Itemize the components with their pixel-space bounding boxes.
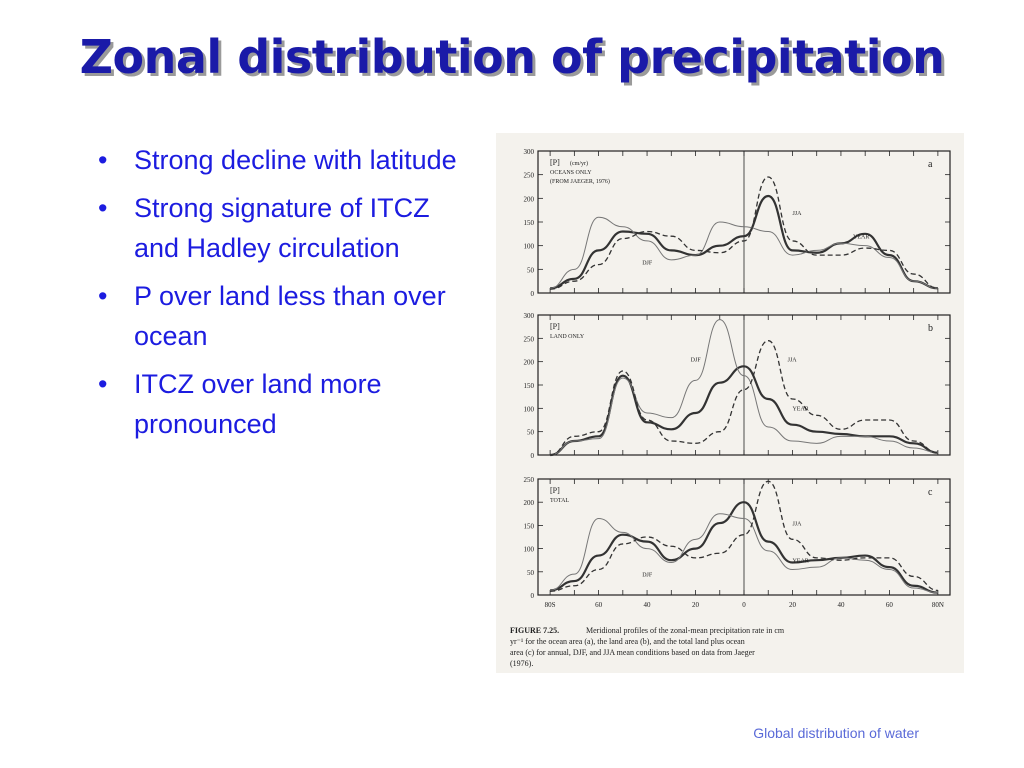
x-tick-label: 60 (595, 601, 603, 609)
bullet-list: • Strong decline with latitude • Strong si… (96, 140, 468, 452)
x-tick-label: 80N (932, 601, 944, 609)
caption-label: FIGURE 7.25. (510, 626, 559, 635)
panel-header-text: TOTAL (550, 498, 569, 504)
panel-header-text: LAND ONLY (550, 334, 585, 340)
panel-header-text: OCEANS ONLY (550, 170, 592, 176)
series-line-djf (550, 216, 938, 289)
series-line-jja (550, 340, 938, 456)
y-tick-label: 250 (524, 172, 535, 180)
y-tick-label: 150 (524, 382, 535, 390)
panel-letter: b (928, 323, 933, 334)
y-tick-label: 300 (524, 312, 535, 320)
series-line-djf (550, 513, 938, 594)
bullet-item: • Strong signature of ITCZ and Hadley cir… (96, 188, 468, 268)
series-label-jja: JJA (792, 521, 802, 527)
panel-letter: c (928, 487, 933, 498)
series-label-djf: DJF (642, 261, 653, 267)
panel-header-symbol: [P] (550, 486, 560, 495)
series-line-year (549, 365, 938, 457)
panel-header-text: (FROM JAEGER, 1976) (550, 178, 610, 185)
x-tick-label: 60 (886, 601, 894, 609)
y-tick-label: 150 (524, 219, 535, 227)
slide-title: Zonal distribution of precipitation (79, 30, 945, 84)
y-tick-label: 250 (524, 476, 535, 484)
y-tick-label: 300 (524, 148, 535, 156)
y-tick-label: 0 (531, 452, 535, 460)
y-tick-label: 100 (524, 243, 535, 251)
y-tick-label: 0 (531, 592, 535, 600)
series-label-djf: DJF (642, 572, 653, 578)
figure-scan: 0 50 100 150 200 250 300 [P] (cm/yr) OCEANS ONLY(… (496, 133, 964, 673)
bullet-dot-icon: • (98, 145, 108, 175)
y-tick-label: 200 (524, 499, 535, 507)
y-tick-label: 250 (524, 335, 535, 343)
panel-letter: a (928, 159, 933, 170)
panel-header-unit: (cm/yr) (570, 160, 588, 167)
x-tick-label: 20 (789, 601, 797, 609)
series-label-year: YEAR (792, 559, 808, 565)
series-line-djf (550, 319, 938, 456)
y-tick-label: 50 (527, 569, 535, 577)
x-tick-label: 40 (837, 601, 845, 609)
series-label-year: YEAR (792, 407, 808, 413)
bullet-dot-icon: • (98, 193, 108, 223)
panel-header-symbol: [P] (550, 322, 560, 331)
y-tick-label: 50 (527, 429, 535, 437)
bullet-item: • Strong decline with latitude (96, 140, 468, 180)
x-tick-label: 40 (644, 601, 652, 609)
caption-text-line: area (c) for annual, DJF, and JJA mean c… (510, 648, 755, 657)
series-label-jja: JJA (788, 358, 798, 364)
y-tick-label: 50 (527, 266, 535, 274)
series-line-year (550, 194, 938, 290)
series-label-djf: DJF (691, 358, 702, 364)
x-tick-label: 0 (742, 601, 746, 609)
y-tick-label: 200 (524, 359, 535, 367)
bullet-dot-icon: • (98, 369, 108, 399)
x-tick-label: 20 (692, 601, 700, 609)
y-tick-label: 100 (524, 405, 535, 413)
y-tick-label: 200 (524, 195, 535, 203)
y-tick-label: 0 (531, 290, 535, 298)
slide-footer: Global distribution of water (753, 725, 919, 741)
bullet-item: • ITCZ over land more pronounced (96, 364, 468, 444)
caption-text-line: yr⁻¹ for the ocean area (a), the land ar… (510, 637, 745, 646)
bullet-item: • P over land less than over ocean (96, 276, 468, 356)
panel-header-symbol: [P] (550, 158, 560, 167)
caption-text-line: Meridional profiles of the zonal-mean pr… (586, 626, 785, 635)
series-line-jja (550, 480, 938, 592)
bullet-text: Strong decline with latitude (134, 145, 457, 175)
bullet-text: P over land less than over ocean (134, 281, 446, 351)
y-tick-label: 150 (524, 522, 535, 530)
y-tick-label: 100 (524, 546, 535, 554)
series-label-year: YEAR (853, 235, 869, 241)
series-line-jja (550, 176, 938, 290)
x-tick-label: 80S (545, 601, 556, 609)
bullet-dot-icon: • (98, 281, 108, 311)
bullet-text: ITCZ over land more pronounced (134, 369, 382, 439)
caption-text-line: (1976). (510, 659, 533, 668)
bullet-text: Strong signature of ITCZ and Hadley circ… (134, 193, 430, 263)
series-label-jja: JJA (792, 211, 802, 217)
